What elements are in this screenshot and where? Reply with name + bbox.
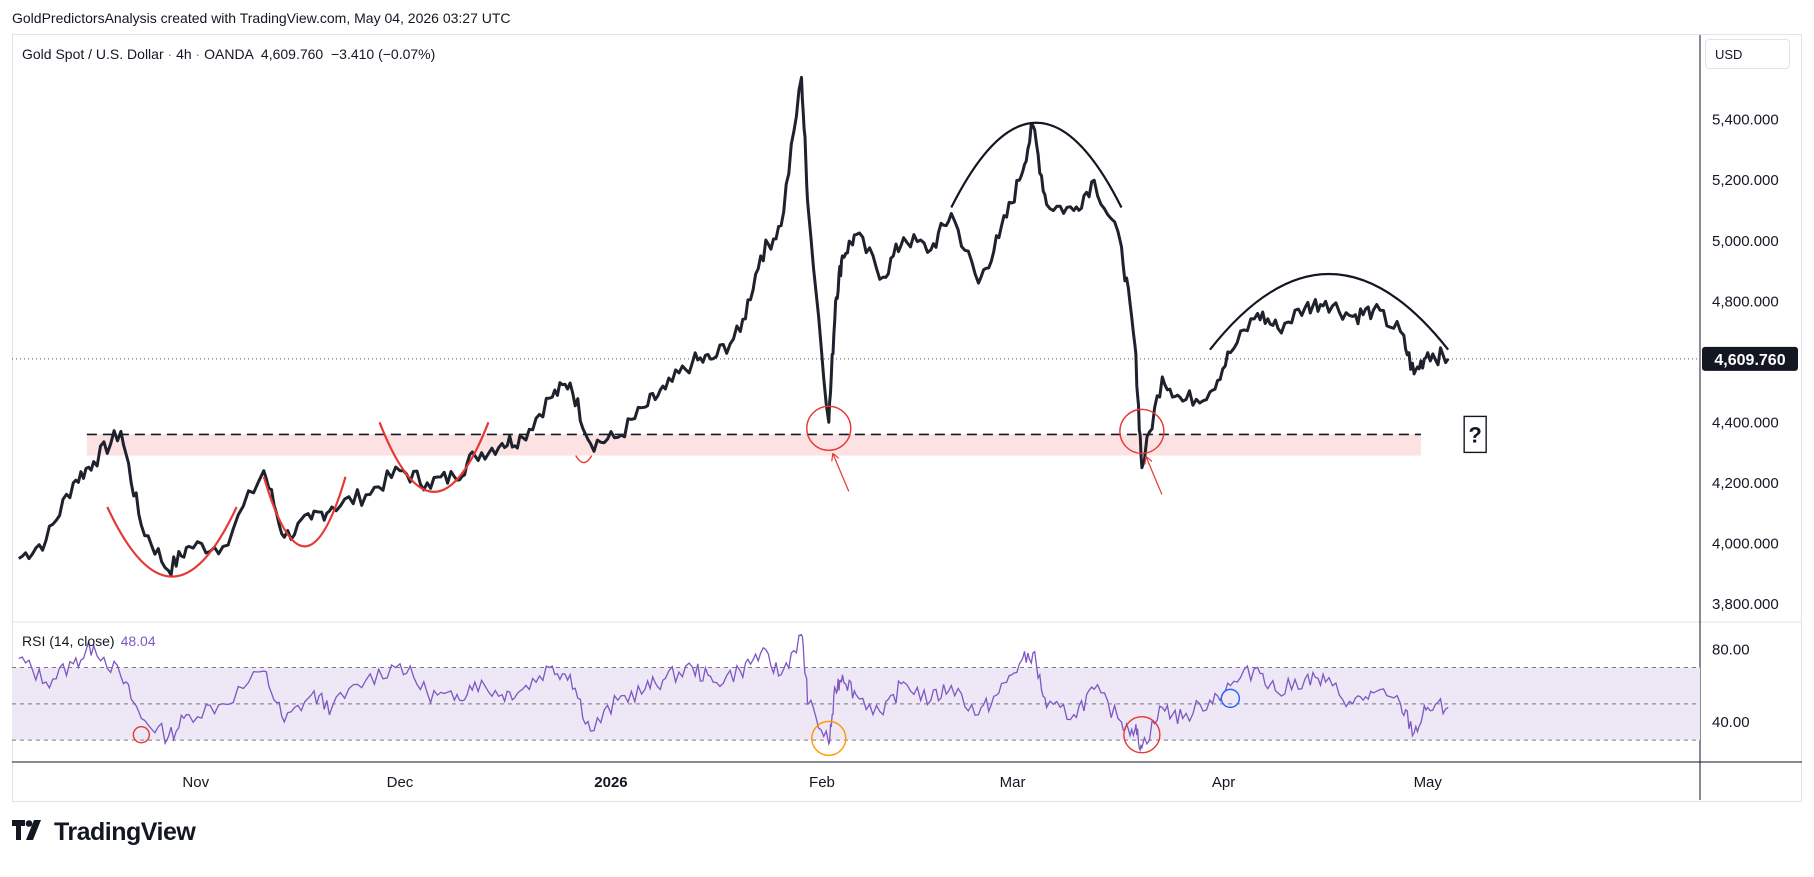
rounded-top-arc bbox=[1209, 273, 1450, 351]
rounded-bottom-arc bbox=[106, 506, 238, 578]
chart-attribution: GoldPredictorsAnalysis created with Trad… bbox=[12, 10, 511, 26]
support-zone bbox=[86, 434, 1421, 456]
price-tick-label: 5,200.000 bbox=[1712, 172, 1779, 189]
last-price-label: 4,609.760 bbox=[1714, 352, 1785, 369]
currency-selector[interactable]: USD bbox=[1705, 39, 1790, 69]
price-tick-label: 4,400.000 bbox=[1712, 414, 1779, 431]
rounded-top-arc bbox=[950, 121, 1123, 208]
arrow-head bbox=[1144, 455, 1153, 465]
symbol-change: −3.410 (−0.07%) bbox=[330, 46, 436, 62]
tradingview-brand: TradingView bbox=[54, 818, 196, 846]
support-test-arrow bbox=[1145, 456, 1163, 495]
axis-layer: 5,600.0005,400.0005,200.0005,000.0004,80… bbox=[182, 51, 1798, 791]
last-price-badge bbox=[1702, 346, 1798, 371]
support-test-circle bbox=[1119, 408, 1165, 455]
currency-label: USD bbox=[1715, 47, 1743, 62]
time-tick-label: Apr bbox=[1212, 774, 1235, 791]
price-series-layer bbox=[18, 75, 1450, 577]
symbol-interval: 4h bbox=[176, 46, 192, 62]
symbol-source: OANDA bbox=[204, 46, 254, 62]
price-tick-label: 3,800.000 bbox=[1712, 596, 1779, 613]
time-tick-label: Dec bbox=[387, 774, 414, 791]
tradingview-logo[interactable]: TradingView bbox=[12, 818, 196, 847]
rounded-bottom-arc bbox=[262, 476, 347, 548]
chart-frame bbox=[12, 34, 1802, 802]
january-dip-marker bbox=[575, 455, 593, 464]
price-tick-label: 5,000.000 bbox=[1712, 233, 1779, 250]
rsi-tick-label: 40.00 bbox=[1712, 714, 1750, 731]
price-tick-label: 4,200.000 bbox=[1712, 475, 1779, 492]
rsi-tick-label: 80.00 bbox=[1712, 641, 1750, 658]
price-tick-label: 4,800.000 bbox=[1712, 293, 1779, 310]
time-tick-label: May bbox=[1414, 774, 1443, 791]
support-test-arrow bbox=[832, 453, 850, 492]
time-tick-label: Nov bbox=[182, 774, 209, 791]
symbol-legend[interactable]: Gold Spot / U.S. Dollar · 4h · OANDA 4,6… bbox=[22, 46, 436, 62]
rsi-line bbox=[18, 633, 1449, 753]
rsi-value: 48.04 bbox=[120, 633, 156, 649]
rsi-layer bbox=[12, 633, 1700, 757]
rsi-marker-circle bbox=[1220, 688, 1241, 709]
price-line bbox=[18, 75, 1450, 577]
symbol-price: 4,609.760 bbox=[260, 46, 324, 62]
support-zone-layer bbox=[86, 433, 1421, 456]
rsi-label: RSI (14, close) bbox=[22, 633, 115, 649]
rsi-legend[interactable]: RSI (14, close) 48.04 bbox=[22, 633, 156, 649]
rsi-marker-circle bbox=[132, 726, 151, 744]
support-test-circle bbox=[806, 405, 852, 452]
price-tick-label: 4,000.000 bbox=[1712, 535, 1779, 552]
rsi-marker-circle bbox=[811, 720, 847, 757]
price-tick-label: 5,400.000 bbox=[1712, 112, 1779, 129]
grid-layer bbox=[12, 35, 1802, 800]
annotation-layer: ? bbox=[106, 121, 1487, 578]
symbol-name: Gold Spot / U.S. Dollar bbox=[22, 46, 164, 62]
tradingview-logo-icon bbox=[12, 819, 46, 847]
arrow-head bbox=[831, 452, 840, 462]
question-mark: ? bbox=[1468, 422, 1481, 447]
rsi-marker-circle bbox=[1123, 716, 1161, 754]
time-tick-label: 2026 bbox=[594, 774, 627, 791]
time-tick-label: Mar bbox=[1000, 774, 1026, 791]
question-box bbox=[1463, 415, 1487, 454]
time-tick-label: Feb bbox=[809, 774, 835, 791]
rounded-bottom-arc bbox=[378, 421, 490, 493]
